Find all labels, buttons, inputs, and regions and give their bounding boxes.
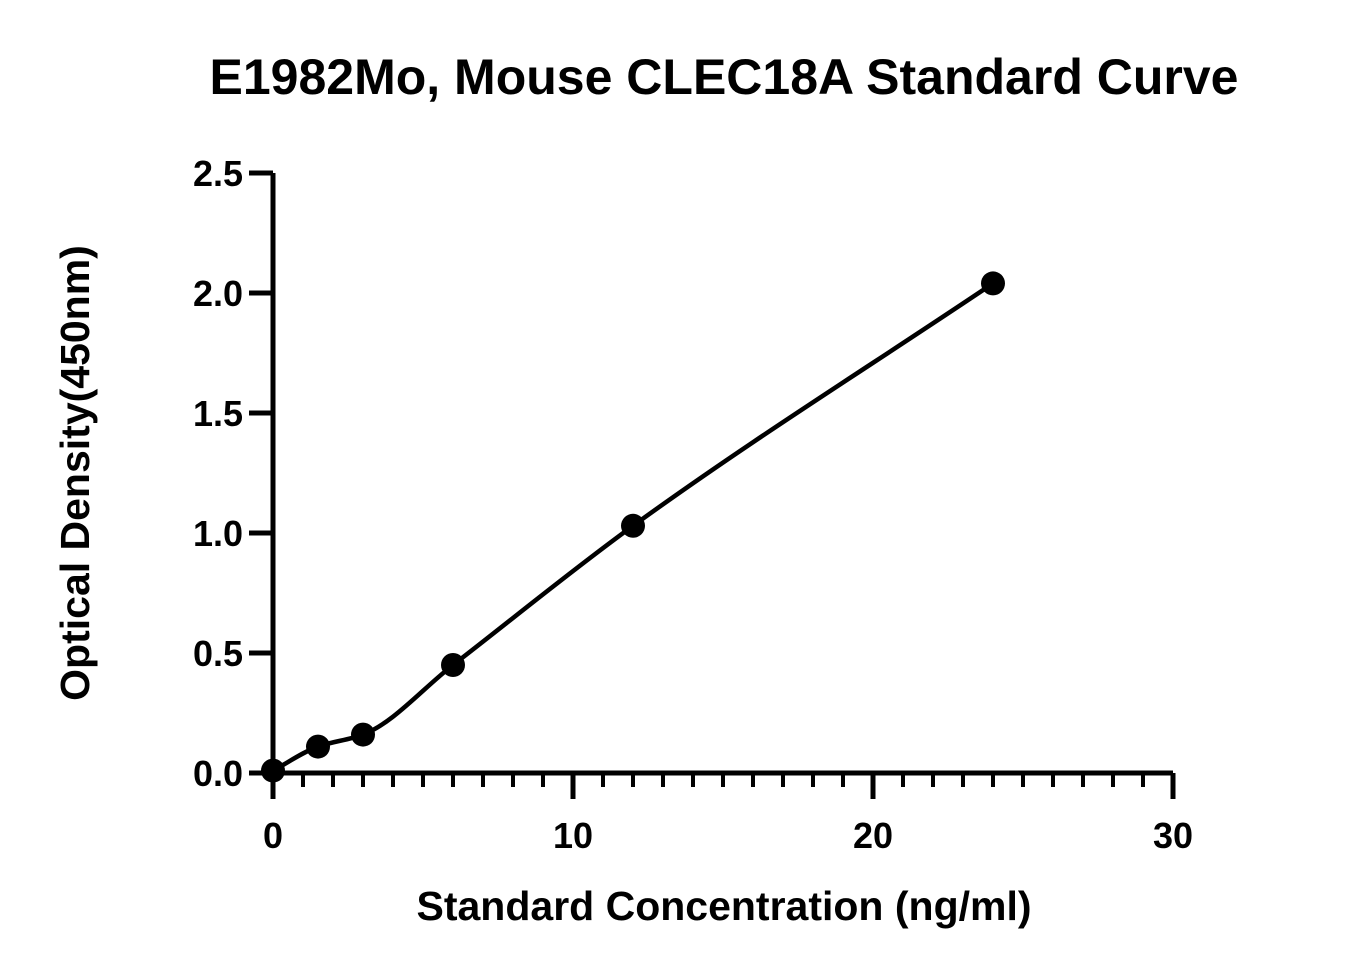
x-tick-label: 0 [263, 815, 283, 856]
data-point [981, 271, 1005, 296]
y-tick-label: 2.0 [193, 273, 243, 314]
data-point [261, 758, 285, 783]
data-point [621, 513, 645, 538]
y-tick-label: 1.5 [193, 393, 243, 434]
y-tick-label: 2.5 [193, 153, 243, 194]
x-tick-label: 10 [553, 815, 593, 856]
x-tick-label: 20 [853, 815, 893, 856]
data-points-layer [261, 271, 1005, 783]
data-point [351, 722, 375, 747]
chart-title: E1982Mo, Mouse CLEC18A Standard Curve [210, 49, 1239, 105]
data-point [306, 734, 330, 759]
axes: 0.0 0.5 1.0 1.5 2.0 2.5 0 10 20 30 [193, 153, 1193, 856]
y-tick-label: 0.5 [193, 633, 243, 674]
y-tick-label: 1.0 [193, 513, 243, 554]
x-axis-label: Standard Concentration (ng/ml) [417, 883, 1032, 929]
data-point [441, 653, 465, 677]
x-tick-label: 30 [1153, 815, 1193, 856]
y-axis-label: Optical Density(450nm) [52, 245, 98, 701]
y-tick-label: 0.0 [193, 753, 243, 794]
